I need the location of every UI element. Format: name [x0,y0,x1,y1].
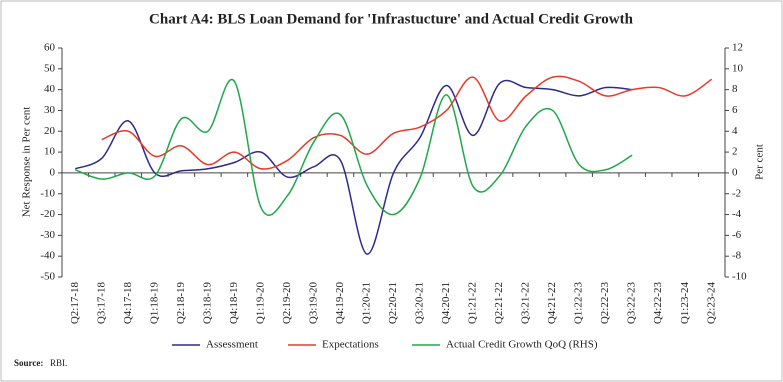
y2-tick-label: 6 [732,104,738,116]
y2-tick-label: 10 [732,62,744,74]
source-label: Source: [14,358,43,368]
y2-tick-label: 12 [732,42,743,54]
x-tick-label: Q3:19-20 [307,282,319,325]
y2-tick-label: -6 [732,229,742,241]
x-tick-label: Q2:17-18 [69,282,81,325]
y2-axis-label: Per cent [754,144,766,180]
x-tick-label: Q1:21-22 [467,282,479,324]
x-tick-label: Q2:19-20 [281,282,293,325]
y-tick-label: 10 [44,146,56,158]
y-tick-label: 60 [44,42,56,54]
y2-tick-label: 4 [732,125,738,137]
y2-tick-label: -2 [732,187,741,199]
y2-tick-label: 0 [732,166,738,178]
source-text: RBI. [50,358,67,368]
y-tick-label: 40 [44,83,56,95]
x-tick-label: Q3:17-18 [95,282,107,325]
x-tick-label: Q1:18-19 [148,282,160,325]
x-tick-label: Q3:20-21 [414,282,426,324]
series-line [101,75,713,170]
y2-tick-label: 8 [732,83,738,95]
y-tick-label: -10 [40,187,55,199]
x-tick-label: Q1:22-23 [573,282,585,325]
x-tick-label: Q1:19-20 [254,282,266,325]
x-tick-label: Q3:21-22 [520,282,532,324]
y2-tick-label: -10 [732,271,747,283]
x-tick-label: Q1:20-21 [361,282,373,324]
x-tick-label: Q4:19-20 [334,282,346,325]
x-tick-label: Q3:22-23 [626,282,638,325]
series-line [74,78,633,216]
chart-title: Chart A4: BLS Loan Demand for 'Infrastuc… [149,11,634,27]
y-tick-label: 20 [44,125,56,137]
x-tick-label: Q2:22-23 [599,282,611,325]
y-tick-label: -50 [40,271,55,283]
x-tick-label: Q4:20-21 [440,282,452,324]
y-tick-label: -20 [40,208,55,220]
y-tick-label: -30 [40,229,55,241]
y-tick-label: 30 [44,104,56,116]
y-tick-label: 0 [50,166,56,178]
x-tick-label: Q3:18-19 [201,282,213,325]
x-tick-label: Q4:18-19 [228,282,240,325]
x-tick-label: Q4:17-18 [122,282,134,325]
x-tick-label: Q4:22-23 [652,282,664,325]
y-axis-label: Net Response in Per cent [21,107,33,218]
y-tick-label: 50 [44,62,56,74]
legend-label: Assessment [206,339,258,351]
series-line [74,79,633,255]
x-tick-label: Q2:20-21 [387,282,399,324]
x-tick-label: Q2:23-24 [705,282,717,325]
x-tick-label: Q4:21-22 [546,282,558,324]
x-tick-label: Q2:21-22 [493,282,505,324]
legend-label: Actual Credit Growth QoQ (RHS) [446,339,598,351]
y-tick-label: -40 [40,250,55,262]
x-tick-label: Q2:18-19 [175,282,187,325]
x-tick-label: Q1:23-24 [679,282,691,325]
legend-label: Expectations [322,339,379,351]
y2-tick-label: 2 [732,146,738,158]
y2-tick-label: -8 [732,250,742,262]
y2-tick-label: -4 [732,208,742,220]
